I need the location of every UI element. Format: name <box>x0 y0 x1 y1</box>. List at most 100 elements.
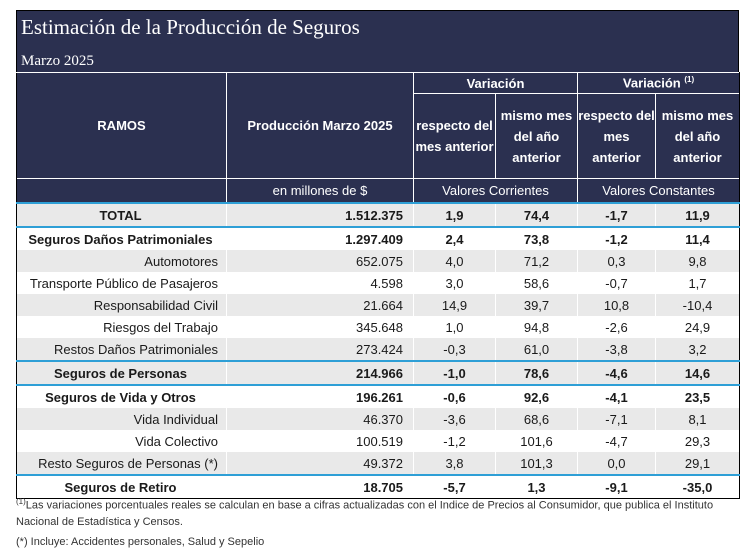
table-row: Transporte Público de Pasajeros 4.598 3,0 5… <box>16 272 740 294</box>
var-mes-corr-cell: -0,6 <box>413 384 496 408</box>
title-block: Estimación de la Producción de Seguros M… <box>16 10 739 72</box>
ramo-cell: Seguros Daños Patrimoniales <box>16 227 227 250</box>
production-table: RAMOS Producción Marzo 2025 Variación Va… <box>16 72 740 499</box>
var-mes-const-cell: -4,7 <box>577 430 656 452</box>
var-anio-const-cell: 9,8 <box>655 250 740 272</box>
var-anio-corr-cell: 73,8 <box>495 227 578 250</box>
var-mes-const-cell: -1,2 <box>577 227 656 250</box>
var-anio-corr-cell: 101,3 <box>495 452 578 475</box>
produccion-cell: 196.261 <box>226 384 414 408</box>
var-anio-const-cell: 24,9 <box>655 316 740 338</box>
var-anio-corr-cell: 1,3 <box>495 474 578 499</box>
var-mes-const-cell: -4,6 <box>577 360 656 385</box>
table-row: Vida Individual 46.370 -3,6 68,6 -7,1 8,1 <box>16 408 740 430</box>
var-mes-const-cell: -4,1 <box>577 384 656 408</box>
var-anio-corr-cell: 101,6 <box>495 430 578 452</box>
ramo-cell: Riesgos del Trabajo <box>16 316 227 338</box>
table-row: Riesgos del Trabajo 345.648 1,0 94,8 -2,6 24,… <box>16 316 740 338</box>
var-mes-corr-cell: 1,9 <box>413 202 496 228</box>
var-anio-const-cell: 29,1 <box>655 452 740 475</box>
var-anio-const-cell: -35,0 <box>655 474 740 499</box>
ramo-cell: Vida Colectivo <box>16 430 227 452</box>
table-row: Vida Colectivo 100.519 -1,2 101,6 -4,7 29,3 <box>16 430 740 452</box>
produccion-cell: 214.966 <box>226 360 414 385</box>
table-row: Resto Seguros de Personas (*) 49.372 3,8 10… <box>16 452 740 475</box>
report-table-container: Estimación de la Producción de Seguros M… <box>16 10 740 499</box>
header-ramos: RAMOS <box>16 72 227 179</box>
var-mes-corr-cell: -1,0 <box>413 360 496 385</box>
var-mes-corr-cell: 14,9 <box>413 294 496 316</box>
page-title: Estimación de la Producción de Seguros <box>21 15 360 39</box>
var-mes-corr-cell: 1,0 <box>413 316 496 338</box>
header-resp-mes-const: respecto del mes anterior <box>577 93 656 179</box>
var-anio-const-cell: 23,5 <box>655 384 740 408</box>
table-row: Seguros Daños Patrimoniales 1.297.409 2,4 7… <box>16 227 740 250</box>
produccion-cell: 21.664 <box>226 294 414 316</box>
footnotes: (1)Las variaciones porcentuales reales s… <box>16 494 739 550</box>
var-anio-corr-cell: 39,7 <box>495 294 578 316</box>
header-produccion: Producción Marzo 2025 <box>226 72 414 179</box>
table-row: Seguros de Retiro 18.705 -5,7 1,3 -9,1 -35,0 <box>16 474 740 499</box>
header-mismo-mes-corr: mismo mes del año anterior <box>495 93 578 179</box>
footnote-1: (1)Las variaciones porcentuales reales s… <box>16 497 714 528</box>
var-mes-const-cell: 0,3 <box>577 250 656 272</box>
produccion-cell: 49.372 <box>226 452 414 475</box>
page-subtitle: Marzo 2025 <box>21 53 94 69</box>
var-mes-corr-cell: -5,7 <box>413 474 496 499</box>
header-variacion: Variación <box>413 72 578 94</box>
ramo-cell: Resto Seguros de Personas (*) <box>16 452 227 475</box>
var-mes-const-cell: -2,6 <box>577 316 656 338</box>
footnote-2: (*) Incluye: Accidentes personales, Salu… <box>16 535 265 548</box>
ramo-cell: Responsabilidad Civil <box>16 294 227 316</box>
var-mes-corr-cell: 3,0 <box>413 272 496 294</box>
ramo-cell: Transporte Público de Pasajeros <box>16 272 227 294</box>
header-mismo-mes-const: mismo mes del año anterior <box>655 93 740 179</box>
var-anio-const-cell: 14,6 <box>655 360 740 385</box>
table-row: TOTAL 1.512.375 1,9 74,4 -1,7 11,9 <box>16 202 740 228</box>
table-row: Responsabilidad Civil 21.664 14,9 39,7 10,8-… <box>16 294 740 316</box>
produccion-cell: 345.648 <box>226 316 414 338</box>
var-mes-corr-cell: -0,3 <box>413 338 496 361</box>
header-resp-mes-corr: respecto del mes anterior <box>413 93 496 179</box>
header-unidad: en millones de $ <box>226 178 414 203</box>
table-row: Automotores 652.075 4,0 71,2 0,3 9,8 <box>16 250 740 272</box>
table-row: Restos Daños Patrimoniales 273.424 -0,3 61,… <box>16 338 740 361</box>
ramo-cell: Seguros de Retiro <box>16 474 227 499</box>
var-anio-const-cell: 3,2 <box>655 338 740 361</box>
var-mes-corr-cell: -3,6 <box>413 408 496 430</box>
ramo-cell: Seguros de Personas <box>16 360 227 385</box>
table-row: Seguros de Personas 214.966 -1,0 78,6 -4,6 14… <box>16 360 740 385</box>
var-anio-corr-cell: 94,8 <box>495 316 578 338</box>
var-anio-corr-cell: 92,6 <box>495 384 578 408</box>
var-anio-corr-cell: 61,0 <box>495 338 578 361</box>
ramo-cell: Vida Individual <box>16 408 227 430</box>
var-mes-const-cell: 10,8 <box>577 294 656 316</box>
produccion-cell: 18.705 <box>226 474 414 499</box>
var-mes-const-cell: -1,7 <box>577 202 656 228</box>
var-mes-const-cell: 0,0 <box>577 452 656 475</box>
header-valores-constantes: Valores Constantes <box>577 178 740 203</box>
produccion-cell: 100.519 <box>226 430 414 452</box>
var-anio-corr-cell: 68,6 <box>495 408 578 430</box>
header-blank <box>16 178 227 203</box>
var-anio-corr-cell: 78,6 <box>495 360 578 385</box>
ramo-cell: Restos Daños Patrimoniales <box>16 338 227 361</box>
produccion-cell: 1.512.375 <box>226 202 414 228</box>
table-row: Seguros de Vida y Otros 196.261 -0,6 92,6 -4… <box>16 384 740 408</box>
var-anio-const-cell: 11,4 <box>655 227 740 250</box>
produccion-cell: 4.598 <box>226 272 414 294</box>
var-anio-const-cell: -10,4 <box>655 294 740 316</box>
var-mes-corr-cell: 4,0 <box>413 250 496 272</box>
var-anio-corr-cell: 58,6 <box>495 272 578 294</box>
ramo-cell: Automotores <box>16 250 227 272</box>
var-anio-const-cell: 29,3 <box>655 430 740 452</box>
var-mes-const-cell: -7,1 <box>577 408 656 430</box>
var-mes-const-cell: -9,1 <box>577 474 656 499</box>
var-mes-corr-cell: 3,8 <box>413 452 496 475</box>
produccion-cell: 46.370 <box>226 408 414 430</box>
produccion-cell: 273.424 <box>226 338 414 361</box>
var-anio-const-cell: 11,9 <box>655 202 740 228</box>
var-mes-corr-cell: -1,2 <box>413 430 496 452</box>
ramo-cell: Seguros de Vida y Otros <box>16 384 227 408</box>
header-variacion-constante: Variación (1) <box>577 72 740 94</box>
